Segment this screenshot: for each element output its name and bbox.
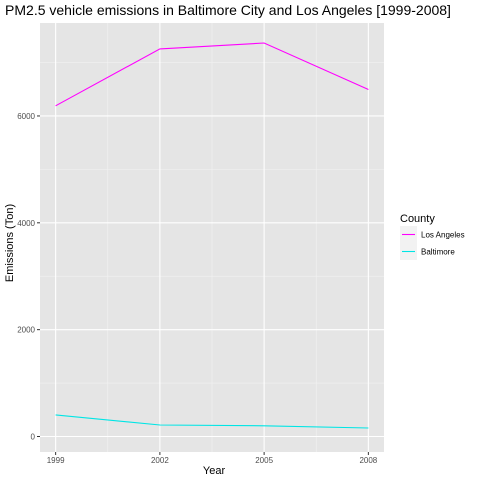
major-gridlines [40, 23, 384, 452]
minor-gridlines [40, 23, 384, 452]
x-tick-label: 2002 [151, 456, 169, 465]
legend-items: Los Angeles Baltimore [400, 226, 465, 260]
series-line-baltimore [55, 414, 369, 429]
legend-title: County [400, 213, 435, 225]
x-tick-label: 2005 [255, 456, 273, 465]
y-tick-label: 4000 [17, 219, 35, 228]
y-tick-label: 6000 [17, 112, 35, 121]
legend-key-baltimore [400, 243, 417, 260]
y-tick-label: 0 [31, 433, 36, 442]
x-tick-label: 1999 [47, 456, 65, 465]
series-layer [55, 42, 369, 429]
x-axis-title: Year [203, 465, 226, 477]
y-axis-title: Emissions (Ton) [4, 204, 16, 282]
x-tick-label: 2008 [359, 456, 377, 465]
legend-label-baltimore: Baltimore [421, 248, 455, 257]
y-tick-label: 2000 [17, 326, 35, 335]
series-line-los-angeles [55, 42, 369, 107]
legend: County Los Angeles Baltimore [400, 213, 465, 260]
legend-label-los-angeles: Los Angeles [421, 231, 465, 240]
legend-key-los-angeles [400, 226, 417, 243]
y-axis: 0 2000 4000 6000 [17, 112, 40, 442]
chart-title: PM2.5 vehicle emissions in Baltimore Cit… [5, 2, 451, 18]
x-axis: 1999 2002 2005 2008 [47, 452, 378, 465]
